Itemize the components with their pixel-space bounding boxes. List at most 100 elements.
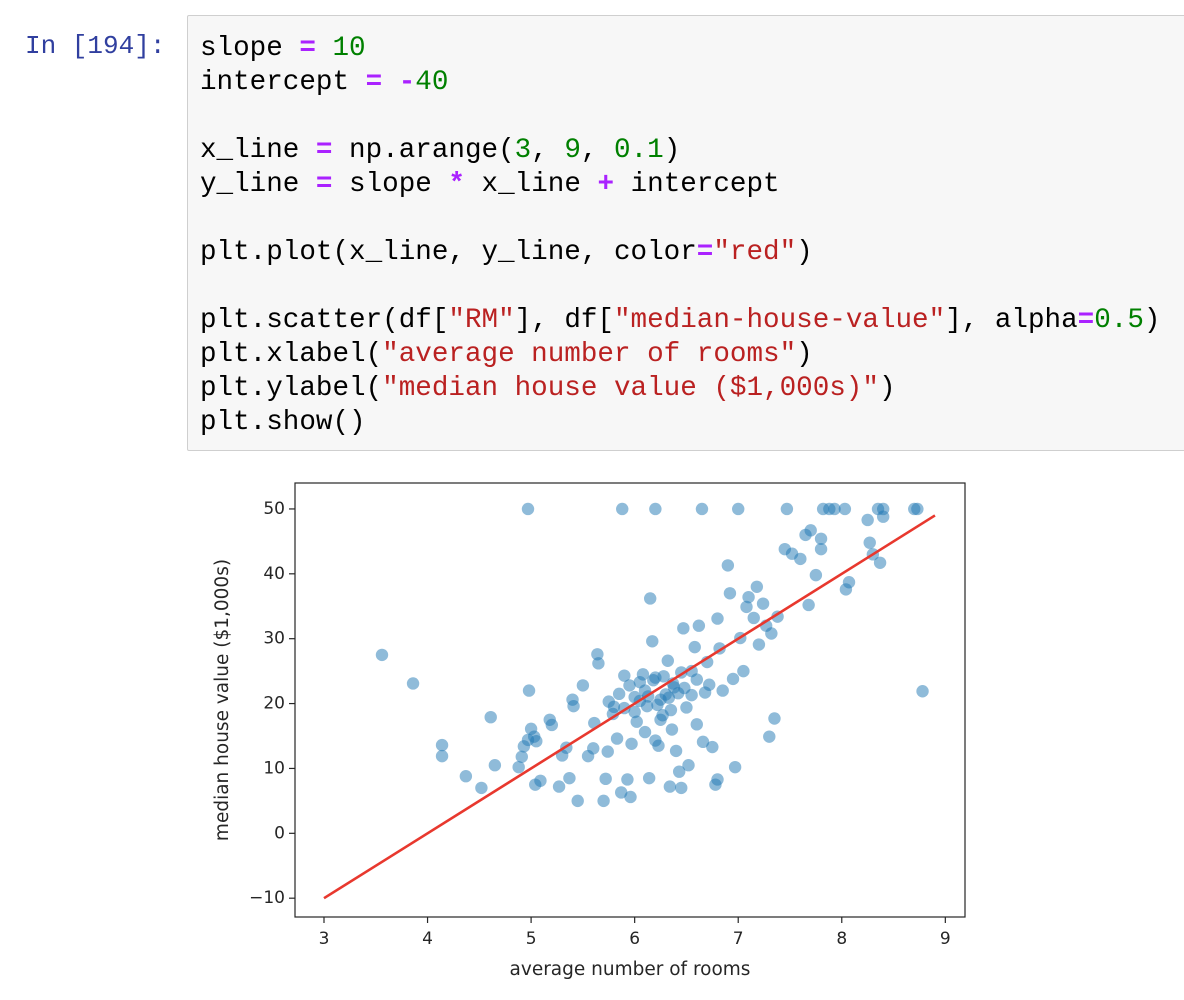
scatter-point <box>459 770 473 783</box>
code-line: plt.xlabel("average number of rooms") <box>200 338 1160 372</box>
code-token: y_line <box>200 169 316 200</box>
code: slope = 10 intercept = -40 x_line = np.ara… <box>200 32 1160 440</box>
scatter-point <box>706 740 719 754</box>
scatter-point <box>685 688 698 702</box>
scatter-point <box>663 780 677 793</box>
scatter-point <box>804 524 817 537</box>
scatter-point <box>587 742 600 755</box>
scatter-point <box>643 592 657 605</box>
scatter-point <box>654 713 667 726</box>
y-tick-label: 30 <box>263 629 285 649</box>
y-tick-label: −10 <box>249 888 285 908</box>
code-line <box>200 202 1160 236</box>
x-tick-label: 3 <box>319 929 330 949</box>
code-line: intercept = -40 <box>200 66 1160 100</box>
scatter-point <box>838 502 852 516</box>
code-line: y_line = slope * x_line + intercept <box>200 168 1160 202</box>
scatter-point <box>576 679 590 692</box>
y-axis-label: median house value ($1,000s) <box>212 559 233 841</box>
scatter-point <box>435 738 449 752</box>
code-token: np.arange( <box>332 135 515 166</box>
scatter-point <box>592 657 605 670</box>
scatter-point <box>552 780 566 793</box>
code-line: plt.ylabel("median house value ($1,000s)… <box>200 372 1160 406</box>
scatter-point <box>665 723 679 736</box>
code-token: ) <box>663 135 681 166</box>
scatter-point <box>591 648 604 661</box>
scatter-point <box>614 786 628 799</box>
code-token: "average number of rooms" <box>382 339 797 370</box>
code-token: 9 <box>564 135 581 166</box>
scatter-point <box>630 715 643 728</box>
scatter-point <box>695 502 709 516</box>
code-token: , <box>531 135 565 166</box>
x-tick-label: 4 <box>422 929 433 949</box>
x-tick-label: 5 <box>526 929 537 949</box>
scatter-point <box>435 749 449 763</box>
scatter-point <box>756 597 770 610</box>
code-token: ) <box>796 339 813 370</box>
code-line <box>200 100 1160 134</box>
scatter-point <box>682 758 695 772</box>
code-token: intercept <box>614 169 780 200</box>
code-token: = <box>315 135 333 166</box>
scatter-point <box>651 698 664 712</box>
scatter-point <box>728 760 742 774</box>
code-line: plt.plot(x_line, y_line, color="red") <box>200 236 1160 270</box>
scatter-point <box>740 600 753 614</box>
code-token: slope <box>332 169 449 200</box>
scatter-point <box>563 771 576 785</box>
scatter-point <box>664 703 678 717</box>
scatter-point <box>780 502 794 516</box>
scatter-point <box>646 635 659 648</box>
code-token: intercept <box>200 67 366 98</box>
scatter-point <box>621 773 634 786</box>
code-token: plt.xlabel( <box>200 339 383 370</box>
code-token: ) <box>1143 305 1161 336</box>
scatter-point <box>692 619 706 632</box>
scatter-point <box>690 718 703 731</box>
scatter-point <box>672 765 686 778</box>
scatter-point <box>794 552 807 566</box>
scatter-point <box>406 677 420 690</box>
scatter-point <box>814 532 828 545</box>
scatter-point <box>618 669 631 682</box>
y-tick-label: 40 <box>263 564 285 584</box>
code-token: 3 <box>514 135 532 166</box>
scatter-point <box>911 502 924 516</box>
scatter-point <box>703 678 716 691</box>
code-line: slope = 10 <box>200 32 1160 66</box>
scatter-point <box>602 695 615 708</box>
scatter-point <box>512 760 525 774</box>
code-token: plt.scatter(df[ <box>200 305 449 336</box>
code-token: x_line <box>464 169 598 200</box>
scatter-point <box>601 745 614 758</box>
scatter-point <box>688 640 701 654</box>
scatter-point <box>484 710 497 724</box>
scatter-point <box>726 672 740 686</box>
scatter-point <box>842 576 856 589</box>
scatter-point <box>732 502 745 516</box>
scatter-point <box>768 712 781 725</box>
scatter-point <box>802 598 815 612</box>
code-line: x_line = np.arange(3, 9, 0.1) <box>200 134 1160 168</box>
scatter-point <box>680 701 693 714</box>
scatter-point <box>647 674 660 687</box>
code-token: ], df[ <box>514 305 614 336</box>
scatter-point <box>616 502 629 516</box>
code-token: plt.ylabel( <box>200 373 383 404</box>
code-line: plt.scatter(df["RM"], df["median-house-v… <box>200 304 1160 338</box>
scatter-point <box>543 713 556 726</box>
code-cell[interactable]: slope = 10 intercept = -40 x_line = np.ara… <box>187 15 1184 451</box>
scatter-point <box>861 513 874 527</box>
code-token: "median-house-value" <box>614 305 946 336</box>
regression-line <box>323 514 936 900</box>
scatter-point <box>863 536 876 549</box>
code-token: 40 <box>415 67 449 98</box>
scatter-point <box>716 684 729 697</box>
code-token: + <box>597 169 615 200</box>
scatter-point <box>530 734 543 748</box>
